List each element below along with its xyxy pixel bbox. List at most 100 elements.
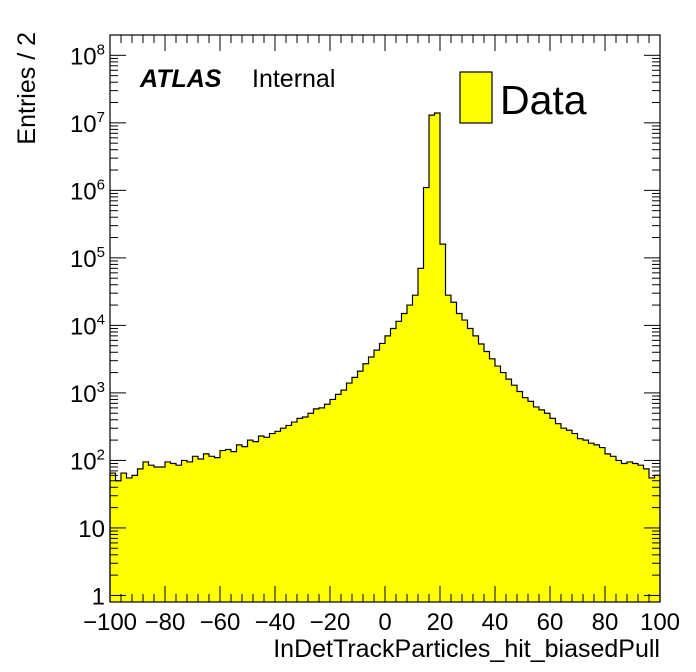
- histogram-bar: [594, 444, 600, 602]
- histogram-bar: [236, 444, 243, 602]
- histogram-bar: [225, 449, 232, 602]
- histogram-bar: [478, 344, 485, 602]
- histogram-bar: [649, 477, 655, 602]
- x-tick-label: −80: [145, 609, 186, 636]
- histogram-bar: [484, 351, 490, 602]
- histogram-bar: [517, 391, 523, 602]
- histogram-bar: [555, 423, 562, 602]
- histogram-bar: [231, 451, 237, 602]
- x-tick-label: −20: [310, 609, 351, 636]
- histogram-bar: [286, 425, 292, 602]
- histogram-bar: [500, 372, 507, 602]
- histogram-bar: [220, 450, 226, 602]
- histogram-bar: [412, 295, 419, 602]
- histogram-bar: [533, 406, 540, 602]
- histogram-bar: [115, 480, 122, 602]
- histogram-bar: [335, 394, 342, 602]
- histogram-bar: [143, 461, 149, 602]
- y-tick-label: 107: [70, 109, 105, 138]
- histogram-bar: [643, 468, 650, 602]
- histogram-bar: [192, 456, 199, 602]
- histogram-bar: [511, 385, 518, 602]
- histogram-bar: [253, 441, 259, 602]
- histogram-bar: [627, 461, 633, 602]
- histogram-bar: [319, 407, 325, 602]
- histogram-bar: [632, 463, 639, 602]
- histogram-bar: [528, 401, 534, 602]
- histogram-bar: [308, 413, 314, 602]
- histogram-bar: [638, 465, 644, 602]
- y-tick-label: 103: [70, 379, 105, 408]
- y-axis-label: Entries / 2: [13, 32, 41, 145]
- x-axis-label: InDetTrackParticles_hit_biasedPull: [273, 635, 660, 663]
- histogram-bar: [275, 431, 281, 602]
- histogram-bar: [599, 447, 606, 602]
- histogram-bar: [605, 453, 611, 602]
- histogram-bar: [198, 458, 204, 602]
- histogram-bar: [423, 187, 430, 602]
- histogram-bar: [352, 377, 358, 602]
- histogram-bar: [269, 433, 276, 602]
- histogram-bar: [522, 397, 529, 602]
- histogram-bar: [247, 440, 254, 602]
- histogram-bar: [165, 461, 171, 602]
- histogram-bar: [214, 457, 221, 602]
- histogram-bar: [390, 328, 397, 602]
- histogram-bar: [418, 268, 424, 602]
- histogram-bar: [456, 313, 463, 602]
- histogram-bar: [401, 313, 408, 602]
- histogram-bar: [137, 468, 144, 602]
- x-tick-label: 0: [378, 609, 391, 636]
- histogram-bar: [561, 428, 567, 602]
- histogram-bar: [159, 466, 166, 602]
- histogram-bar: [176, 465, 182, 602]
- histogram-bar: [539, 409, 545, 602]
- atlas-label: ATLAS: [139, 65, 222, 93]
- histogram-bar: [495, 366, 501, 602]
- histogram-bar: [291, 422, 298, 602]
- legend: Data: [459, 71, 587, 124]
- x-tick-label: 40: [482, 609, 509, 636]
- histogram-bar: [302, 416, 309, 602]
- histogram-bar: [132, 475, 138, 602]
- histogram-bar: [544, 413, 551, 602]
- histogram-bar: [385, 335, 391, 602]
- axis-ticks: [109, 34, 661, 602]
- internal-label: Internal: [252, 65, 335, 93]
- y-tick-labels: 1 10 102 103 104 105 106 107 108: [70, 41, 105, 610]
- histogram-bar: [467, 328, 474, 602]
- histogram-bar: [148, 465, 155, 602]
- histogram-bar: [187, 461, 193, 602]
- histogram-bar: [357, 371, 364, 602]
- histogram-bar: [110, 473, 116, 602]
- histogram-bar: [445, 295, 452, 602]
- x-tick-label: −100: [83, 609, 137, 636]
- y-tick-label: 106: [70, 176, 105, 205]
- histogram-bar: [379, 343, 386, 602]
- histogram-bar: [203, 453, 210, 602]
- y-tick-label: 104: [70, 311, 105, 340]
- x-tick-label: −40: [255, 609, 296, 636]
- histogram-bar: [154, 466, 160, 602]
- histogram-bars: [110, 112, 661, 603]
- histogram-bar: [407, 305, 413, 602]
- histogram-bar: [363, 363, 369, 602]
- x-tick-label: 80: [592, 609, 619, 636]
- y-tick-label: 102: [70, 446, 105, 475]
- histogram-bar: [242, 446, 248, 602]
- x-tick-label: −60: [200, 609, 241, 636]
- histogram-bar: [462, 320, 468, 602]
- histogram-bar: [170, 463, 177, 602]
- histogram-bar: [297, 418, 303, 602]
- y-tick-label: 105: [70, 244, 105, 273]
- histogram-bar: [324, 404, 331, 602]
- histogram-bar: [451, 302, 457, 602]
- histogram-bar: [264, 437, 270, 602]
- histogram-bar: [566, 430, 573, 602]
- histogram-bar: [374, 350, 380, 602]
- x-tick-label: 20: [427, 609, 454, 636]
- histogram-bar: [616, 460, 622, 602]
- histogram-bar: [550, 418, 556, 602]
- histogram-bar: [368, 357, 375, 602]
- histogram-bar: [440, 244, 446, 602]
